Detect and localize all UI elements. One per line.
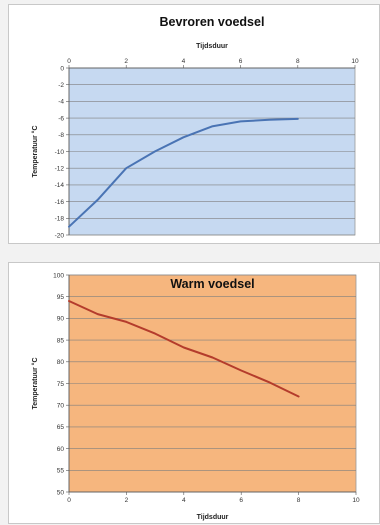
x-tick-label: 4 [182,497,186,504]
y-axis-title: Temperatuur °C [31,357,39,409]
y-tick-label: -18 [55,216,65,223]
chart-panel-warm: 100 95 90 85 80 75 70 65 60 55 50 0 2 4 6 8 10 Warm voeds… [8,262,380,524]
y-tick-label: 95 [57,294,65,301]
x-tick-label: 10 [351,58,359,65]
chart-warm-food: 100 95 90 85 80 75 70 65 60 55 500 2 4 6 8 10 Warm voeds… [31,272,360,521]
series-line [68,117,299,228]
y-tick-label: -20 [55,232,65,239]
y-tick-label: 65 [57,424,65,431]
x-axis-title: Tijdsduur [197,514,229,521]
y-tick-label: 100 [53,272,64,279]
y-tick-label: 60 [57,446,65,453]
chart-frozen-food: 0 -2 -4 -6 -8 -10 -12 -14 -16 -18 -20 0 2 4 6 8 10 Bevror… [31,15,359,239]
chart-title: Warm voedsel [170,277,254,291]
y-tick-label: -16 [55,199,65,206]
x-tick-label: 6 [239,58,243,65]
x-tick-label: 8 [296,58,300,65]
x-tick-label: 6 [239,497,243,504]
x-axis-title: Tijdsduur [196,43,228,50]
series-line [68,300,300,398]
y-tick-label: 70 [57,403,65,410]
y-tick-label: -14 [55,182,65,189]
y-tick-label: -4 [58,99,64,106]
y-tick-label: 55 [57,468,65,475]
x-tick-label: 8 [297,497,301,504]
y-axis-title: Temperatuur °C [31,125,39,177]
x-tick-label: 2 [124,58,128,65]
x-tick-label: 4 [182,58,186,65]
y-tick-label: 0 [60,65,64,72]
y-tick-label: 80 [57,359,65,366]
y-tick-label: -6 [58,115,64,122]
x-tick-label: 10 [352,497,360,504]
x-tick-label: 0 [67,58,71,65]
y-tick-label: 85 [57,337,65,344]
x-tick-label: 0 [67,497,71,504]
y-tick-label: 90 [57,316,65,323]
y-tick-label: -12 [55,166,65,173]
y-tick-label: -10 [55,149,65,156]
y-tick-label: 75 [57,381,65,388]
y-tick-label: -2 [58,82,64,89]
y-tick-label: 50 [57,489,65,496]
y-tick-label: -8 [58,132,64,139]
chart-title: Bevroren voedsel [160,15,265,29]
chart-panel-frozen: 0 -2 -4 -6 -8 -10 -12 -14 -16 -18 -20 0 2 4 6 8 10 Bevror… [8,4,380,244]
x-tick-label: 2 [125,497,129,504]
